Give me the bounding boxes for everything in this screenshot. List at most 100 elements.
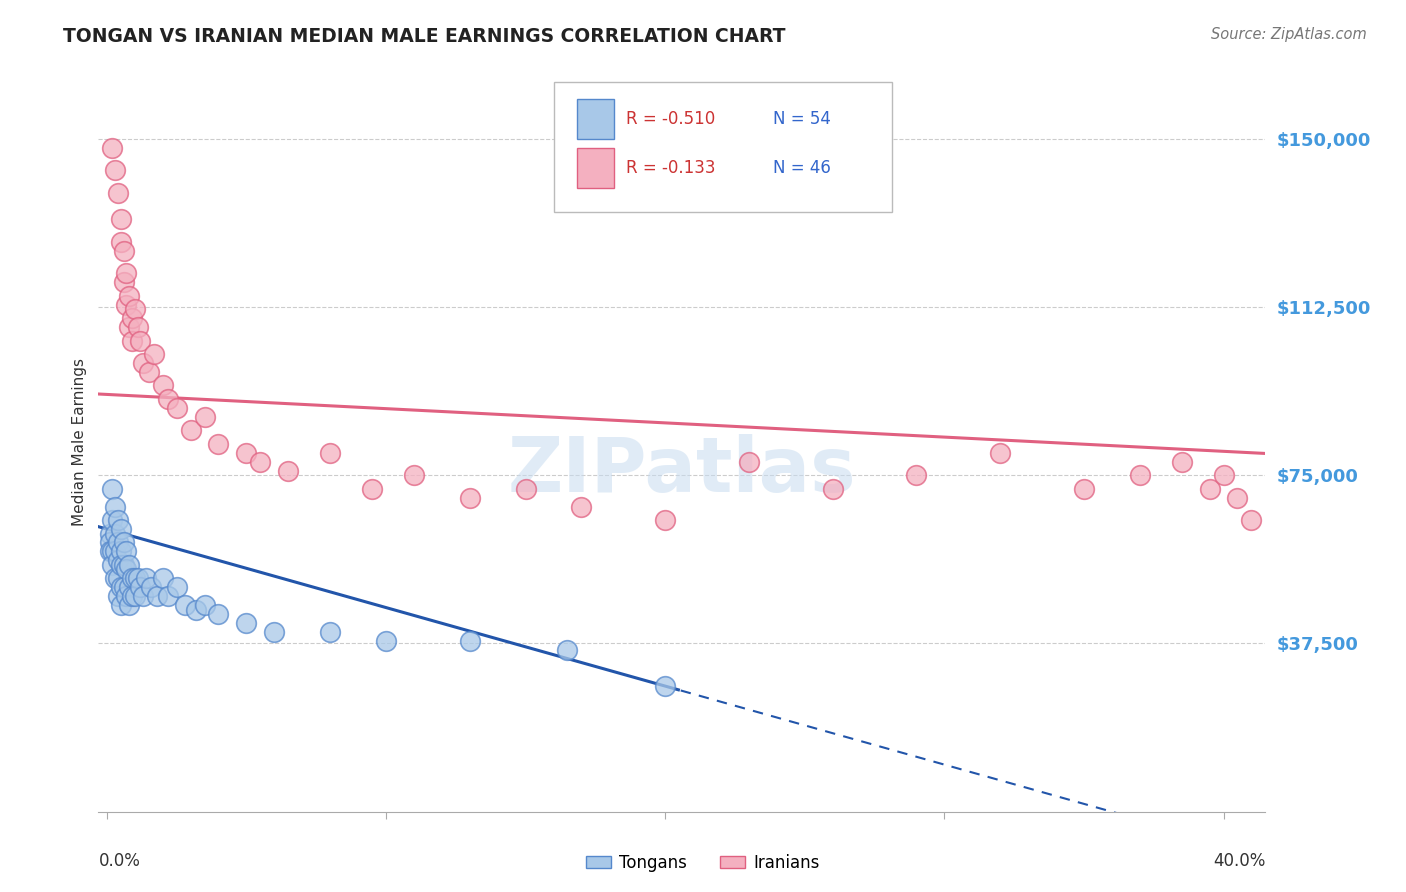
Point	[110, 522, 132, 536]
FancyBboxPatch shape	[554, 82, 891, 212]
Point	[1198, 482, 1220, 496]
Point	[174, 599, 197, 613]
Text: TONGAN VS IRANIAN MEDIAN MALE EARNINGS CORRELATION CHART: TONGAN VS IRANIAN MEDIAN MALE EARNINGS C…	[63, 27, 786, 45]
Point	[112, 558, 135, 572]
Point	[101, 558, 124, 572]
Point	[458, 491, 481, 505]
Point	[249, 455, 271, 469]
Point	[121, 571, 143, 585]
Point	[157, 590, 180, 604]
Point	[654, 679, 676, 693]
Point	[1129, 468, 1152, 483]
Text: 40.0%: 40.0%	[1213, 853, 1265, 871]
Point	[110, 580, 132, 594]
Point	[98, 535, 121, 549]
Point	[146, 590, 169, 604]
Point	[1240, 513, 1263, 527]
Point	[110, 558, 132, 572]
Point	[361, 482, 384, 496]
Point	[132, 590, 155, 604]
Point	[107, 186, 129, 200]
Point	[235, 616, 257, 631]
Point	[98, 526, 121, 541]
Point	[104, 163, 127, 178]
Point	[107, 535, 129, 549]
Point	[157, 392, 180, 406]
Point	[1170, 455, 1192, 469]
Point	[118, 320, 141, 334]
Point	[402, 468, 425, 483]
Point	[115, 298, 138, 312]
Point	[115, 544, 138, 558]
Y-axis label: Median Male Earnings: Median Male Earnings	[72, 358, 87, 525]
Point	[101, 513, 124, 527]
Point	[821, 482, 844, 496]
FancyBboxPatch shape	[576, 147, 614, 187]
Legend: Tongans, Iranians: Tongans, Iranians	[579, 847, 827, 879]
Point	[98, 544, 121, 558]
Point	[121, 311, 143, 326]
Point	[207, 437, 229, 451]
Point	[118, 558, 141, 572]
Point	[1073, 482, 1095, 496]
Point	[129, 334, 152, 348]
Point	[235, 446, 257, 460]
Point	[988, 446, 1011, 460]
Point	[571, 500, 593, 514]
Point	[1226, 491, 1249, 505]
Point	[104, 571, 127, 585]
Point	[104, 526, 127, 541]
Point	[905, 468, 928, 483]
Point	[138, 365, 160, 379]
Text: Source: ZipAtlas.com: Source: ZipAtlas.com	[1211, 27, 1367, 42]
Point	[112, 580, 135, 594]
Text: N = 46: N = 46	[773, 159, 831, 177]
Point	[124, 302, 146, 317]
Point	[143, 347, 166, 361]
Point	[110, 599, 132, 613]
Point	[118, 599, 141, 613]
Point	[112, 244, 135, 258]
Point	[132, 356, 155, 370]
Point	[127, 320, 149, 334]
Point	[104, 500, 127, 514]
Point	[515, 482, 537, 496]
Point	[101, 544, 124, 558]
Point	[124, 590, 146, 604]
Point	[319, 625, 342, 640]
Point	[115, 266, 138, 280]
FancyBboxPatch shape	[576, 100, 614, 139]
Point	[115, 562, 138, 576]
Point	[166, 401, 188, 415]
Point	[277, 464, 299, 478]
Point	[193, 409, 215, 424]
Point	[654, 513, 676, 527]
Text: R = -0.133: R = -0.133	[626, 159, 716, 177]
Point	[110, 235, 132, 249]
Point	[180, 423, 202, 437]
Point	[110, 544, 132, 558]
Point	[101, 482, 124, 496]
Point	[107, 571, 129, 585]
Point	[107, 553, 129, 567]
Point	[104, 544, 127, 558]
Point	[110, 212, 132, 227]
Point	[141, 580, 163, 594]
Point	[375, 634, 398, 648]
Point	[263, 625, 285, 640]
Point	[557, 643, 579, 657]
Point	[118, 289, 141, 303]
Point	[127, 571, 149, 585]
Point	[135, 571, 157, 585]
Point	[112, 275, 135, 289]
Text: R = -0.510: R = -0.510	[626, 111, 716, 128]
Point	[319, 446, 342, 460]
Point	[121, 590, 143, 604]
Point	[124, 571, 146, 585]
Point	[184, 603, 207, 617]
Point	[121, 334, 143, 348]
Point	[107, 590, 129, 604]
Point	[458, 634, 481, 648]
Point	[118, 580, 141, 594]
Point	[166, 580, 188, 594]
